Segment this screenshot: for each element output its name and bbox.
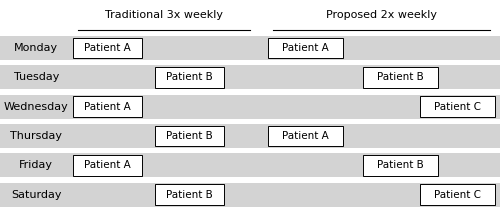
Text: Patient C: Patient C [434,190,481,200]
Text: Patient A: Patient A [282,131,329,141]
Text: Patient A: Patient A [84,102,130,112]
Bar [154,67,224,88]
Bar [420,96,495,117]
Bar [72,155,142,176]
Bar [154,126,224,146]
Text: Patient B: Patient B [377,160,424,170]
Text: Tuesday: Tuesday [14,72,59,82]
Bar [0,36,500,60]
Bar [0,183,500,207]
Text: Patient B: Patient B [377,72,424,82]
Bar [72,38,142,58]
Bar [268,126,342,146]
Text: Patient A: Patient A [84,160,130,170]
Text: Patient A: Patient A [84,43,130,53]
Bar [0,65,500,89]
Bar [0,153,500,177]
Text: Monday: Monday [14,43,59,53]
Bar [0,95,500,119]
Text: Wednesday: Wednesday [4,102,68,112]
Text: Friday: Friday [19,160,53,170]
Bar [420,184,495,205]
Text: Thursday: Thursday [10,131,62,141]
Text: Patient B: Patient B [166,131,212,141]
Text: Proposed 2x weekly: Proposed 2x weekly [326,10,437,20]
Bar [154,184,224,205]
Text: Saturday: Saturday [11,190,62,200]
Bar [363,67,438,88]
Text: Patient A: Patient A [282,43,329,53]
Bar [72,96,142,117]
Text: Patient C: Patient C [434,102,481,112]
Text: Patient B: Patient B [166,190,212,200]
Text: Traditional 3x weekly: Traditional 3x weekly [105,10,223,20]
Bar [363,155,438,176]
Bar [0,124,500,148]
Bar [268,38,342,58]
Text: Patient B: Patient B [166,72,212,82]
